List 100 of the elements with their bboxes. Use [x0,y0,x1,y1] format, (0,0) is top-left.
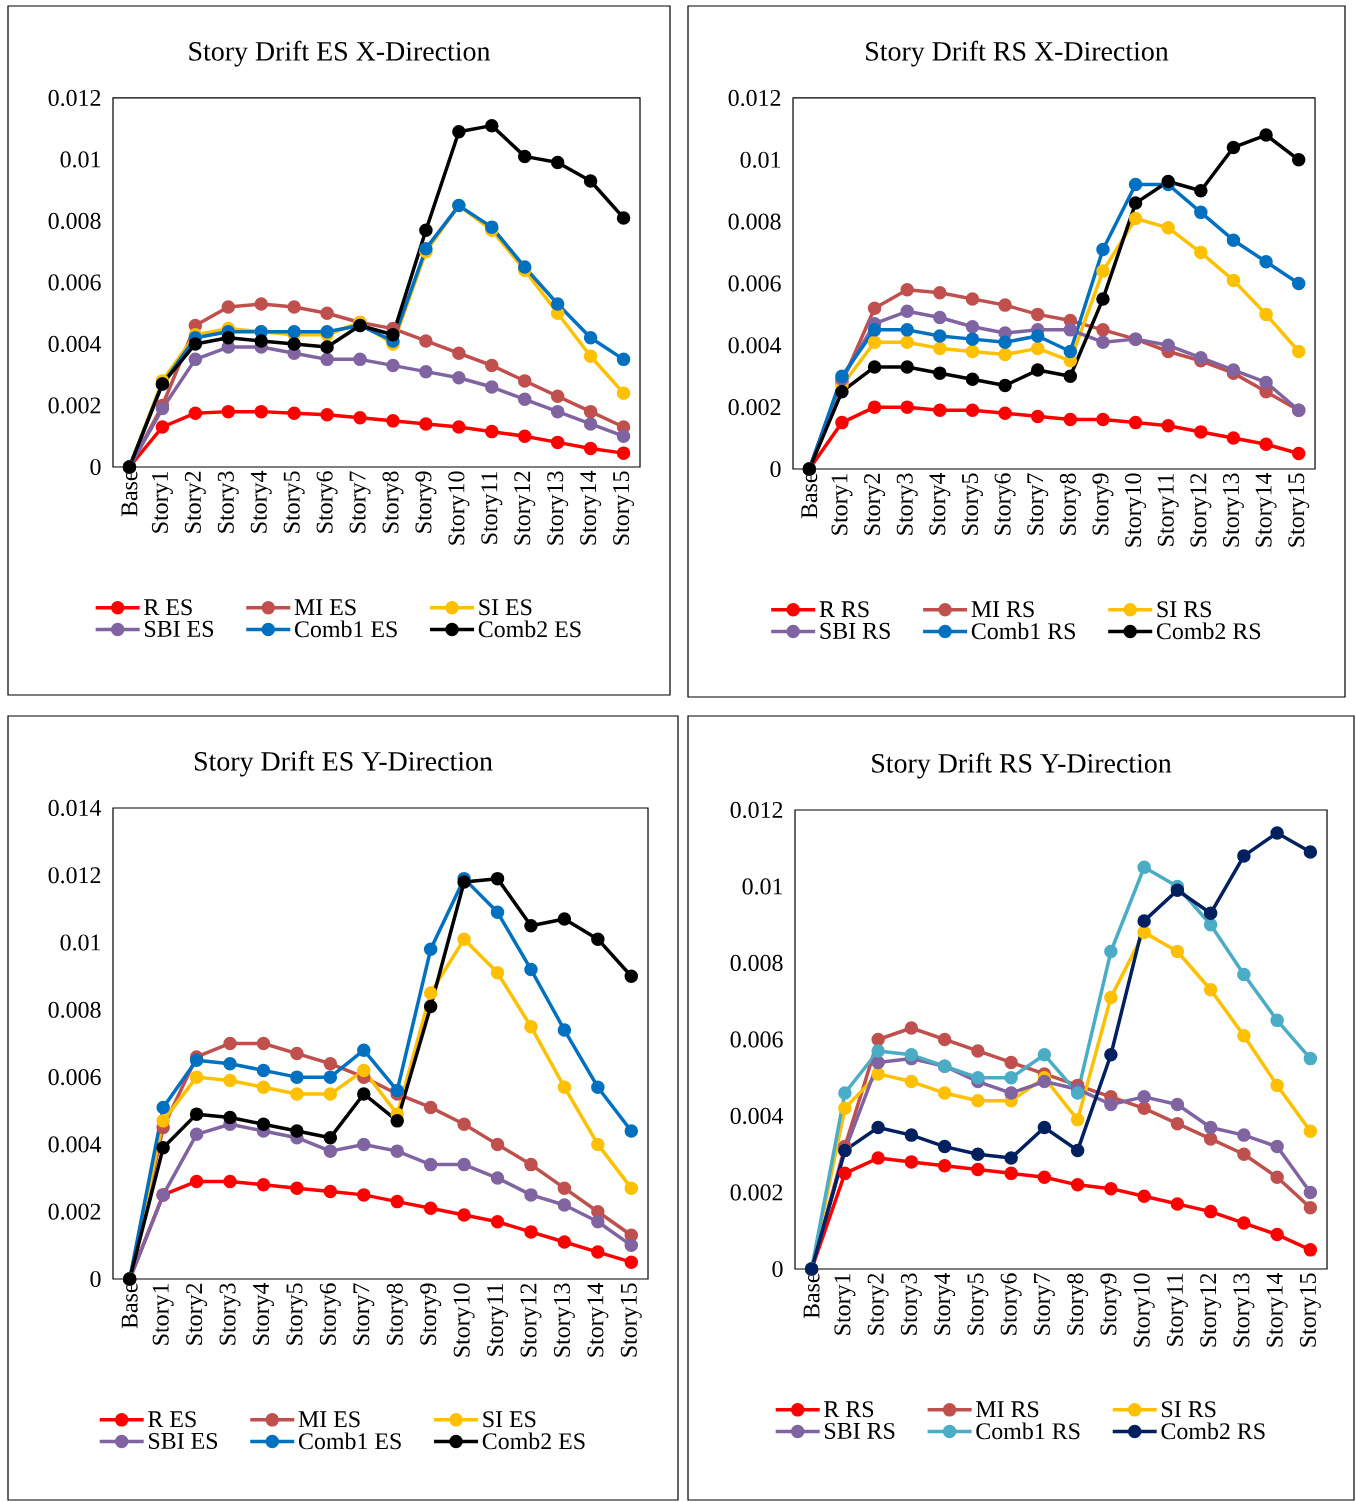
x-tick-label: Story6 [319,1283,341,1345]
x-tick-label: Story3 [900,1273,922,1335]
x-tick-label: Story14 [1255,472,1277,547]
legend-label: SI RS [1162,1401,1216,1418]
x-tick-label: Story5 [967,1273,989,1335]
x-tick-label: Story10 [1133,1273,1155,1347]
y-tick-label: 0.012 [730,801,783,819]
chart-title: Story Drift ES X-Direction [189,40,491,67]
x-tick-label: Story7 [353,1283,375,1345]
legend-label: Comb1 ES [294,620,397,638]
chart-title: Story Drift RS X-Direction [866,40,1169,67]
x-tick-label: Story4 [250,470,272,533]
x-tick-label: Story15 [620,1283,642,1357]
x-tick-label: Story12 [1200,1273,1222,1347]
y-tick-label: 0.01 [740,151,781,168]
legend-label: SBI ES [149,1432,218,1449]
y-tick-label: 0.002 [728,399,781,416]
y-tick-label: 0 [90,1270,101,1288]
x-tick-label: Story13 [553,1283,575,1357]
y-tick-label: 0.004 [730,1107,784,1125]
x-tick-label: Story8 [382,471,404,533]
x-tick-label: Story6 [994,473,1016,535]
legend-label: Comb2 ES [482,1432,585,1450]
y-tick-label: 0.002 [730,1184,783,1201]
y-tick-label: 0.006 [48,1069,101,1086]
x-tick-label: Story14 [580,470,602,545]
legend-label: Comb2 RS [1161,1422,1265,1440]
y-tick-label: 0 [90,458,101,476]
x-tick-label: Story10 [1125,473,1147,547]
x-tick-label: Story14 [1266,1272,1288,1347]
legend-label: R RS [824,1401,874,1418]
y-tick-label: 0.008 [48,212,101,230]
y-tick-label: 0.002 [48,1203,101,1220]
x-tick-label: Story7 [349,471,371,533]
legend-label: Comb1 RS [976,1422,1080,1440]
y-tick-label: 0.01 [60,934,101,951]
x-tick-label: Story1 [152,1283,174,1345]
x-tick-label: Story15 [1299,1273,1321,1347]
x-tick-label: Story2 [867,1273,889,1335]
x-tick-label: Story13 [1222,473,1244,547]
x-tick-label: Story3 [896,473,918,535]
y-tick-label: 0.004 [48,1136,102,1153]
legend-label: Comb2 RS [1156,622,1261,640]
x-tick-label: Story3 [219,1283,241,1345]
x-tick-label: Story8 [1067,1273,1089,1335]
x-tick-label: Story15 [1288,473,1310,547]
x-tick-label: Base [801,473,818,519]
x-tick-label: Story12 [520,1283,542,1357]
x-tick-label: Story14 [587,1282,609,1357]
x-tick-label: Story9 [1092,473,1114,535]
x-tick-label: Story5 [286,1283,308,1345]
y-tick-label: 0.012 [728,89,781,107]
legend-label: R ES [148,1411,196,1428]
x-tick-label: Story7 [1033,1273,1055,1335]
x-tick-label: Story11 [481,471,503,544]
y-tick-label: 0 [772,1260,783,1278]
legend-label: R RS [819,601,869,618]
x-tick-label: Story1 [831,473,853,535]
x-tick-label: Story4 [934,1272,956,1335]
y-tick-label: 0.008 [728,213,781,230]
x-tick-label: Story10 [453,1283,475,1357]
x-tick-label: Story5 [283,471,305,533]
y-tick-label: 0.008 [48,1001,101,1018]
legend-label: MI RS [971,601,1034,618]
x-tick-label: Story7 [1027,473,1049,535]
legend-label: SBI RS [820,622,890,639]
x-tick-label: Story6 [316,471,338,533]
y-tick-label: 0.01 [742,878,783,895]
y-tick-label: 0.004 [48,335,102,353]
legend-label: SI RS [1157,601,1211,618]
x-tick-label: Story11 [1157,473,1179,546]
y-tick-label: 0.006 [48,274,101,291]
y-tick-label: 0.002 [48,397,101,414]
legend-label: MI ES [298,1411,360,1428]
y-tick-label: 0.012 [48,89,101,107]
y-tick-label: 0.01 [60,151,101,168]
legend-label: MI RS [976,1401,1039,1418]
x-tick-label: Story12 [1190,473,1212,547]
x-tick-label: Story9 [420,1283,442,1345]
legend-label: SI ES [483,1411,536,1428]
legend-label: R ES [144,599,192,616]
y-tick-label: 0.006 [728,275,781,292]
x-tick-label: Story8 [386,1283,408,1345]
x-tick-label: Story10 [448,471,470,545]
y-tick-label: 0.012 [48,867,101,884]
x-tick-label: Story13 [547,471,569,545]
legend-label: SBI ES [145,620,214,637]
x-tick-label: Story1 [834,1273,856,1335]
x-tick-label: Story13 [1233,1273,1255,1347]
y-tick-label: 0.014 [48,799,102,817]
y-tick-label: 0.006 [730,1031,783,1048]
x-tick-label: Story15 [613,471,635,545]
y-tick-label: 0.008 [730,954,783,972]
x-tick-label: Story11 [487,1283,509,1356]
legend-label: Comb2 ES [478,620,581,638]
legend-label: MI ES [294,599,356,616]
x-tick-label: Story4 [252,1282,274,1345]
x-tick-label: Story6 [1000,1273,1022,1335]
x-tick-label: Story2 [184,471,206,533]
legend-label: Comb1 ES [298,1432,401,1450]
